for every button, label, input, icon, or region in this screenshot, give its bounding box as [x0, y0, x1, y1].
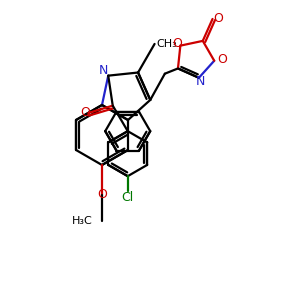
Text: N: N	[99, 64, 109, 77]
Text: O: O	[80, 106, 90, 119]
Text: O: O	[213, 13, 223, 26]
Text: N: N	[196, 75, 205, 88]
Text: H₃C: H₃C	[72, 215, 92, 226]
Text: O: O	[218, 53, 227, 66]
Text: O: O	[172, 37, 182, 50]
Text: O: O	[97, 188, 107, 201]
Text: Cl: Cl	[122, 191, 134, 204]
Text: CH₃: CH₃	[157, 39, 178, 49]
